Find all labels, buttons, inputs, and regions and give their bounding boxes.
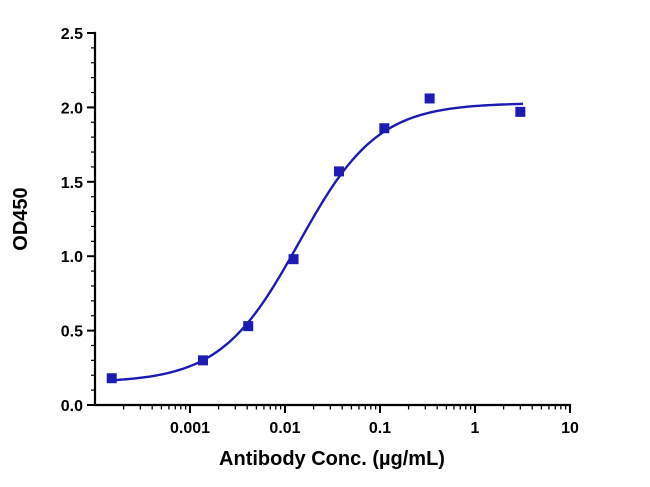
fit-curve (111, 102, 524, 382)
x-tick-label: 1 (471, 420, 480, 437)
data-point-marker (288, 254, 299, 265)
x-axis-title: Antibody Conc. (µg/mL) (219, 448, 445, 470)
y-tick-label: 1.5 (61, 175, 83, 192)
y-axis-title: OD450 (10, 187, 32, 250)
plot-layer: 0.0 0.5 1.0 1.5 2.0 2.5 0.001 0.01 0.1 1 10 (61, 26, 579, 437)
x-tick-label: 0.001 (170, 420, 210, 437)
data-point-marker (106, 373, 117, 384)
x-tick-label: 0.1 (369, 420, 391, 437)
data-point-marker (197, 355, 208, 366)
data-point-marker (424, 93, 435, 104)
y-tick-label: 1.0 (61, 249, 83, 266)
data-point-marker (515, 106, 526, 117)
y-tick-label: 0.0 (61, 398, 83, 415)
x-tick-label: 10 (561, 420, 579, 437)
data-point-marker (379, 123, 390, 134)
data-point-marker (243, 321, 254, 332)
y-tick-label: 0.5 (61, 324, 83, 341)
y-tick-label: 2.0 (61, 100, 83, 117)
axis-line (93, 31, 572, 407)
y-tick-label: 2.5 (61, 26, 83, 43)
x-tick-label: 0.01 (269, 420, 300, 437)
data-point-marker (333, 166, 344, 177)
